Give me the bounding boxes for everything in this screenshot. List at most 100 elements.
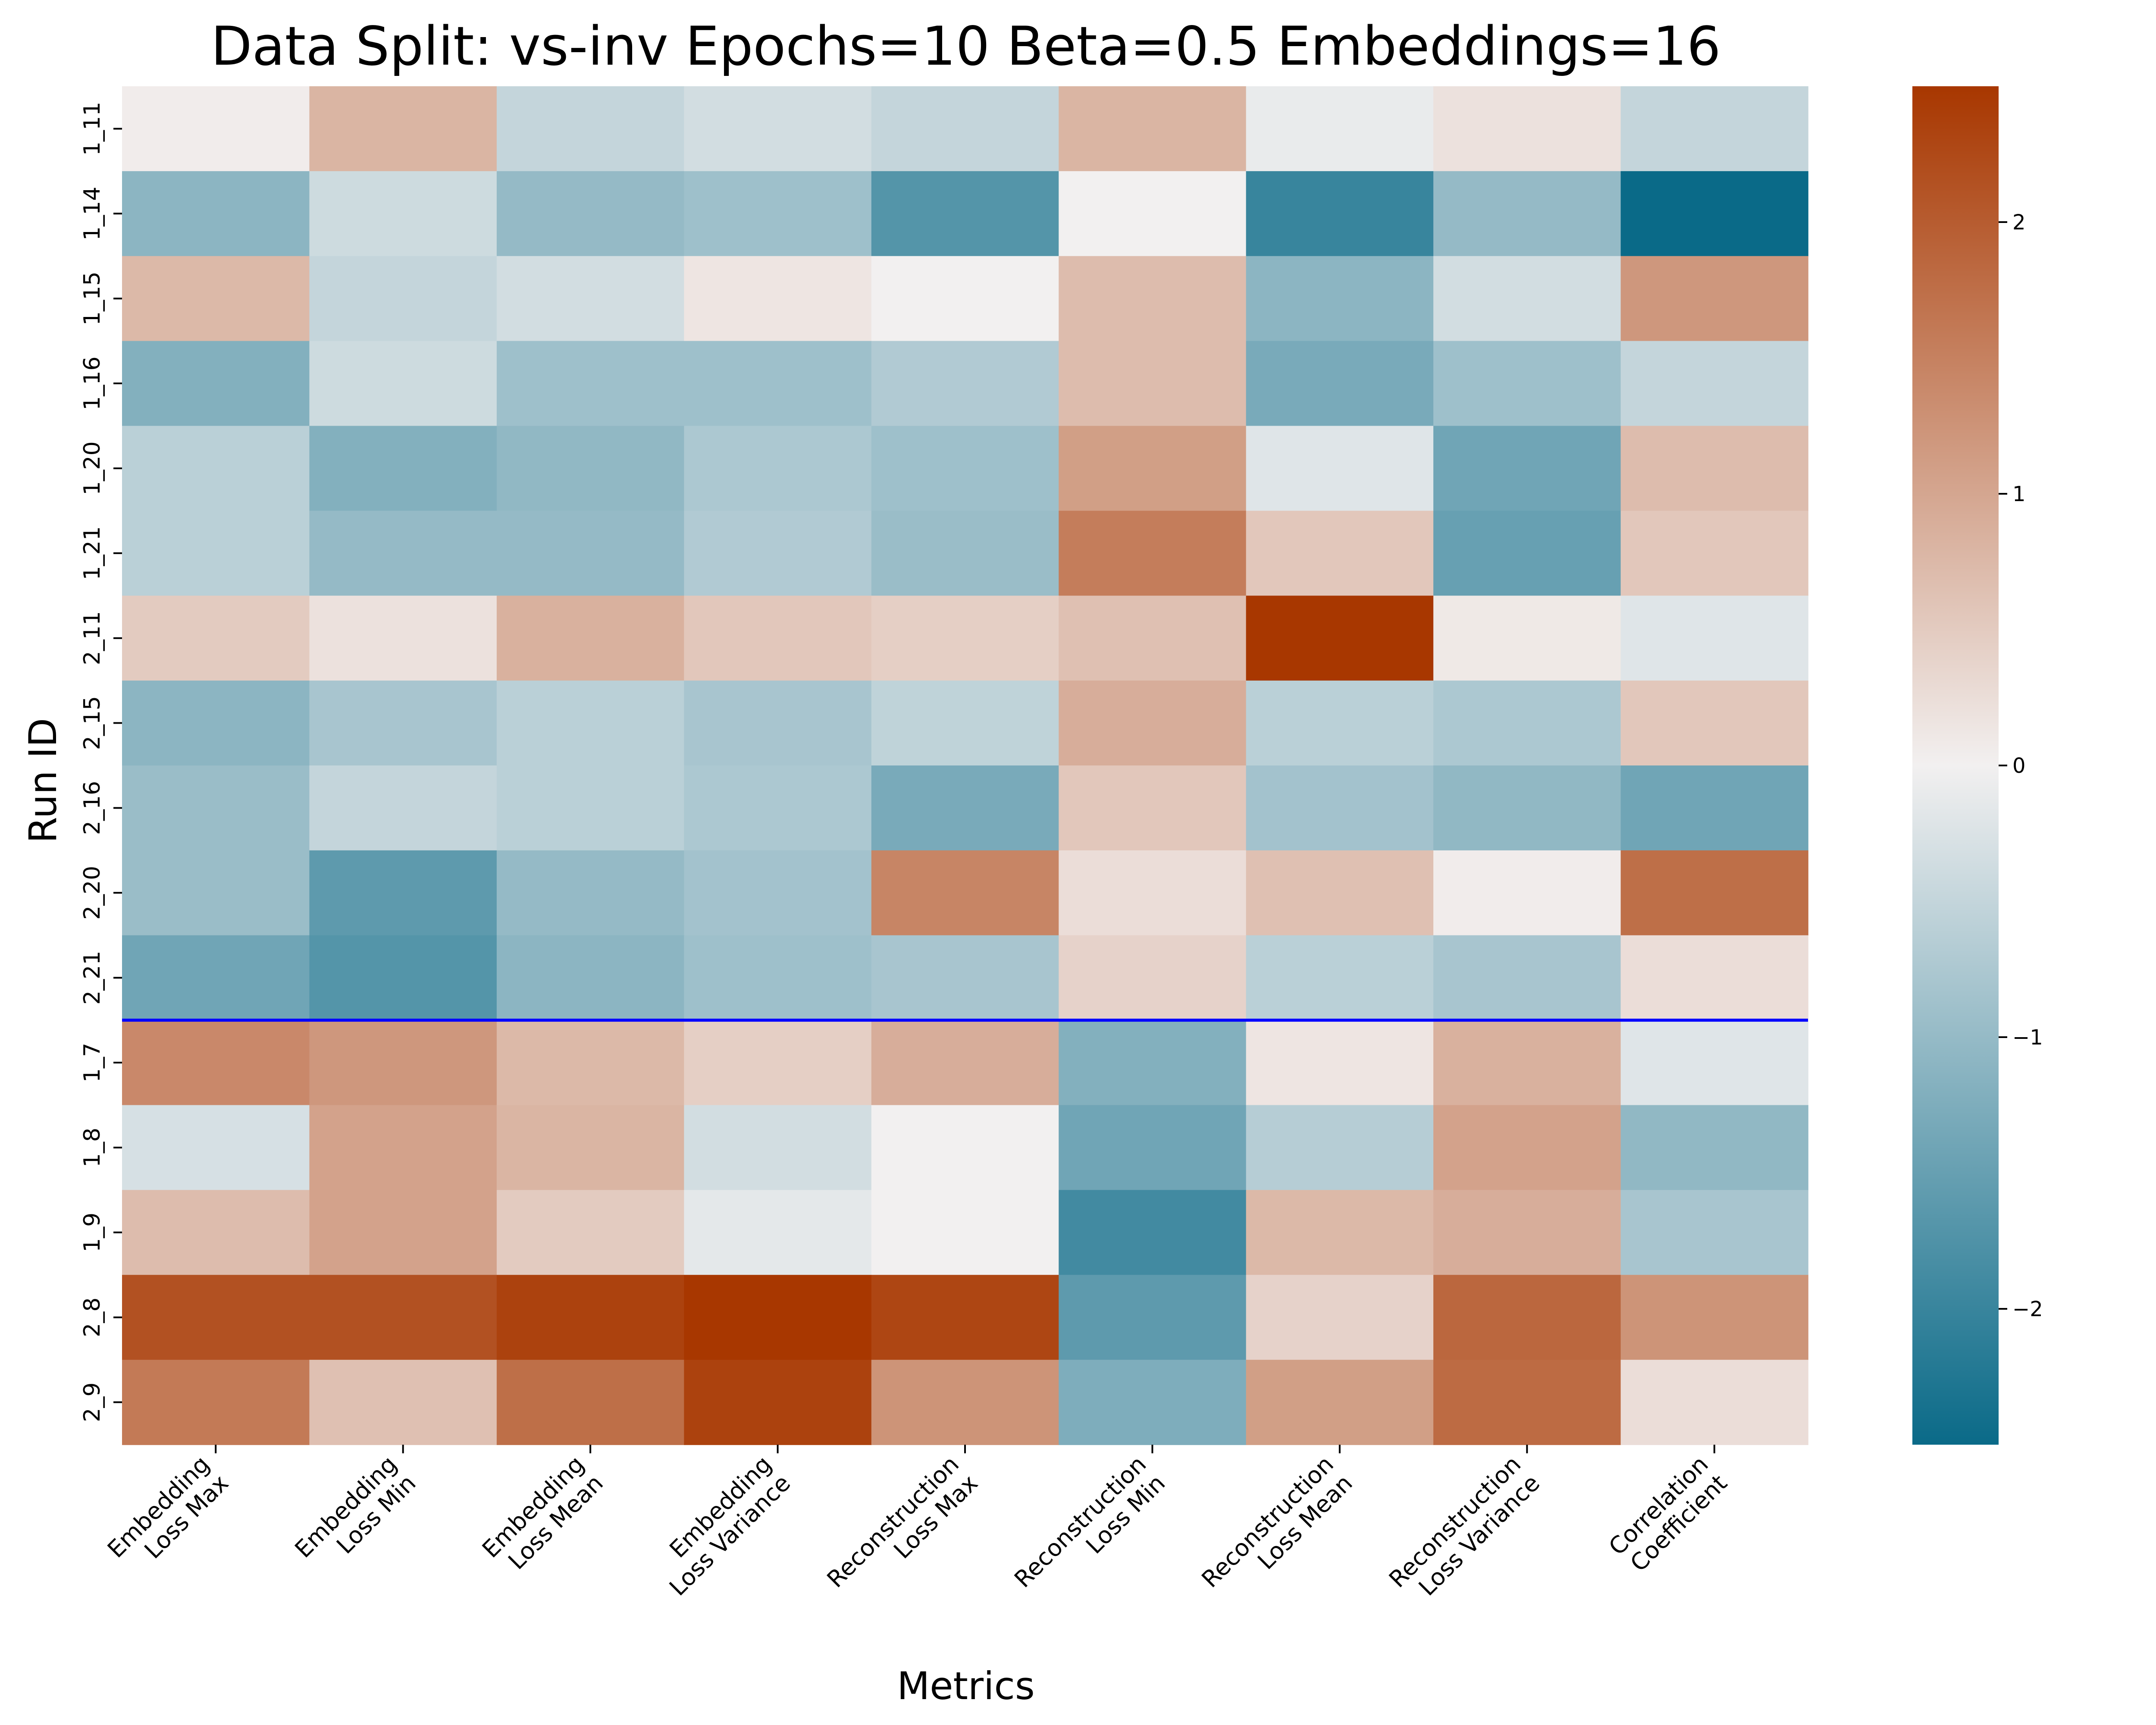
heatmap-cell-2_9-c6 [1246,1360,1434,1445]
y-tick-label: 1_9 [79,1213,105,1252]
colorbar-ticks: 2 1 0 −1 −2 [1999,210,2043,1321]
heatmap-cell-1_14-c0 [122,171,310,257]
heatmap-cell-1_20-c3 [684,426,872,511]
heatmap-cell-1_16-c5 [1059,341,1247,427]
heatmap-cell-1_11-c1 [309,86,497,172]
heatmap-cell-1_20-c6 [1246,426,1434,511]
heatmap-cell-2_9-c1 [309,1360,497,1445]
heatmap-cell-2_9-c3 [684,1360,872,1445]
y-tick-label: 2_15 [79,696,105,750]
heatmap-cell-1_21-c4 [871,511,1059,596]
heatmap-cell-1_7-c8 [1620,1020,1808,1106]
heatmap-cell-1_8-c8 [1620,1105,1808,1191]
heatmap-cell-2_16-c5 [1059,765,1247,851]
heatmap-cell-2_15-c1 [309,681,497,766]
heatmap-cell-1_16-c8 [1620,341,1808,427]
heatmap-cell-1_21-c8 [1620,511,1808,596]
heatmap-cell-2_11-c8 [1620,596,1808,681]
y-tick-label: 2_9 [79,1382,105,1422]
heatmap-cell-1_21-c5 [1059,511,1247,596]
heatmap-cell-1_14-c5 [1059,171,1247,257]
heatmap-cell-1_7-c0 [122,1020,310,1106]
heatmap-cell-1_20-c8 [1620,426,1808,511]
heatmap-cell-1_9-c0 [122,1190,310,1276]
heatmap-cell-1_16-c0 [122,341,310,427]
heatmap-cell-2_21-c3 [684,935,872,1021]
heatmap-cell-2_8-c8 [1620,1275,1808,1360]
y-tick-label: 2_11 [79,611,105,665]
heatmap-cell-1_8-c4 [871,1105,1059,1191]
y-tick-label: 2_21 [79,951,105,1005]
heatmap-cell-2_8-c1 [309,1275,497,1360]
colorbar [1912,86,1999,1445]
heatmap-cell-1_20-c7 [1433,426,1621,511]
heatmap-cell-2_21-c5 [1059,935,1247,1021]
heatmap-cell-2_16-c0 [122,765,310,851]
heatmap-cell-2_8-c7 [1433,1275,1621,1360]
heatmap-cell-1_20-c5 [1059,426,1247,511]
heatmap-cell-2_11-c2 [496,596,685,681]
heatmap-cell-2_16-c1 [309,765,497,851]
y-tick-label: 1_21 [79,526,105,580]
heatmap-cell-1_15-c5 [1059,256,1247,342]
heatmap-cell-2_16-c4 [871,765,1059,851]
heatmap-cell-1_8-c7 [1433,1105,1621,1191]
heatmap-cell-2_8-c0 [122,1275,310,1360]
heatmap-cell-2_15-c5 [1059,681,1247,766]
heatmap-cell-2_9-c0 [122,1360,310,1445]
heatmap-cell-2_15-c6 [1246,681,1434,766]
heatmap-cell-1_11-c2 [496,86,685,172]
heatmap-cell-2_11-c0 [122,596,310,681]
heatmap-cell-1_14-c8 [1620,171,1808,257]
y-tick-label: 1_20 [79,441,105,495]
heatmap-cell-1_15-c4 [871,256,1059,342]
heatmap-cell-2_8-c2 [496,1275,685,1360]
heatmap-cell-1_14-c2 [496,171,685,257]
colorbar-tick-label: −1 [2012,1026,2043,1050]
heatmap-cell-1_20-c4 [871,426,1059,511]
heatmap-cell-1_16-c4 [871,341,1059,427]
heatmap-cell-1_21-c6 [1246,511,1434,596]
heatmap-cell-1_7-c2 [496,1020,685,1106]
heatmap-cell-2_9-c5 [1059,1360,1247,1445]
heatmap-cell-1_7-c4 [871,1020,1059,1106]
heatmap-cell-1_21-c1 [309,511,497,596]
heatmap-cell-1_7-c3 [684,1020,872,1106]
heatmap-cell-2_15-c3 [684,681,872,766]
heatmap-cell-2_20-c8 [1620,850,1808,936]
heatmap-cell-2_11-c1 [309,596,497,681]
heatmap-cell-1_21-c7 [1433,511,1621,596]
heatmap-cell-2_16-c8 [1620,765,1808,851]
heatmap-cell-1_15-c7 [1433,256,1621,342]
heatmap-cell-1_15-c0 [122,256,310,342]
heatmap-cell-1_8-c0 [122,1105,310,1191]
heatmap-cell-1_14-c6 [1246,171,1434,257]
heatmap-cell-2_8-c3 [684,1275,872,1360]
heatmap-cell-1_11-c8 [1620,86,1808,172]
heatmap-cell-2_11-c7 [1433,596,1621,681]
heatmap-cell-1_16-c7 [1433,341,1621,427]
y-tick-label: 1_15 [79,272,105,326]
heatmap-cell-2_15-c8 [1620,681,1808,766]
heatmap-cells [122,86,1808,1445]
y-tick-label: 1_11 [79,102,105,156]
heatmap-cell-1_8-c3 [684,1105,872,1191]
heatmap-cell-2_8-c6 [1246,1275,1434,1360]
y-tick-label: 2_8 [79,1298,105,1337]
heatmap-cell-2_11-c4 [871,596,1059,681]
heatmap-cell-2_15-c4 [871,681,1059,766]
heatmap-cell-1_20-c1 [309,426,497,511]
heatmap-cell-1_14-c7 [1433,171,1621,257]
heatmap-cell-2_21-c2 [496,935,685,1021]
heatmap-cell-2_9-c7 [1433,1360,1621,1445]
colorbar-tick-label: 2 [2012,210,2026,235]
heatmap-cell-2_21-c0 [122,935,310,1021]
heatmap-cell-2_8-c5 [1059,1275,1247,1360]
heatmap-cell-2_21-c6 [1246,935,1434,1021]
heatmap-cell-1_21-c3 [684,511,872,596]
heatmap-cell-2_20-c7 [1433,850,1621,936]
colorbar-tick-label: 1 [2012,482,2026,506]
heatmap-cell-2_21-c1 [309,935,497,1021]
heatmap-cell-1_16-c6 [1246,341,1434,427]
y-tick-label: 2_20 [79,866,105,920]
